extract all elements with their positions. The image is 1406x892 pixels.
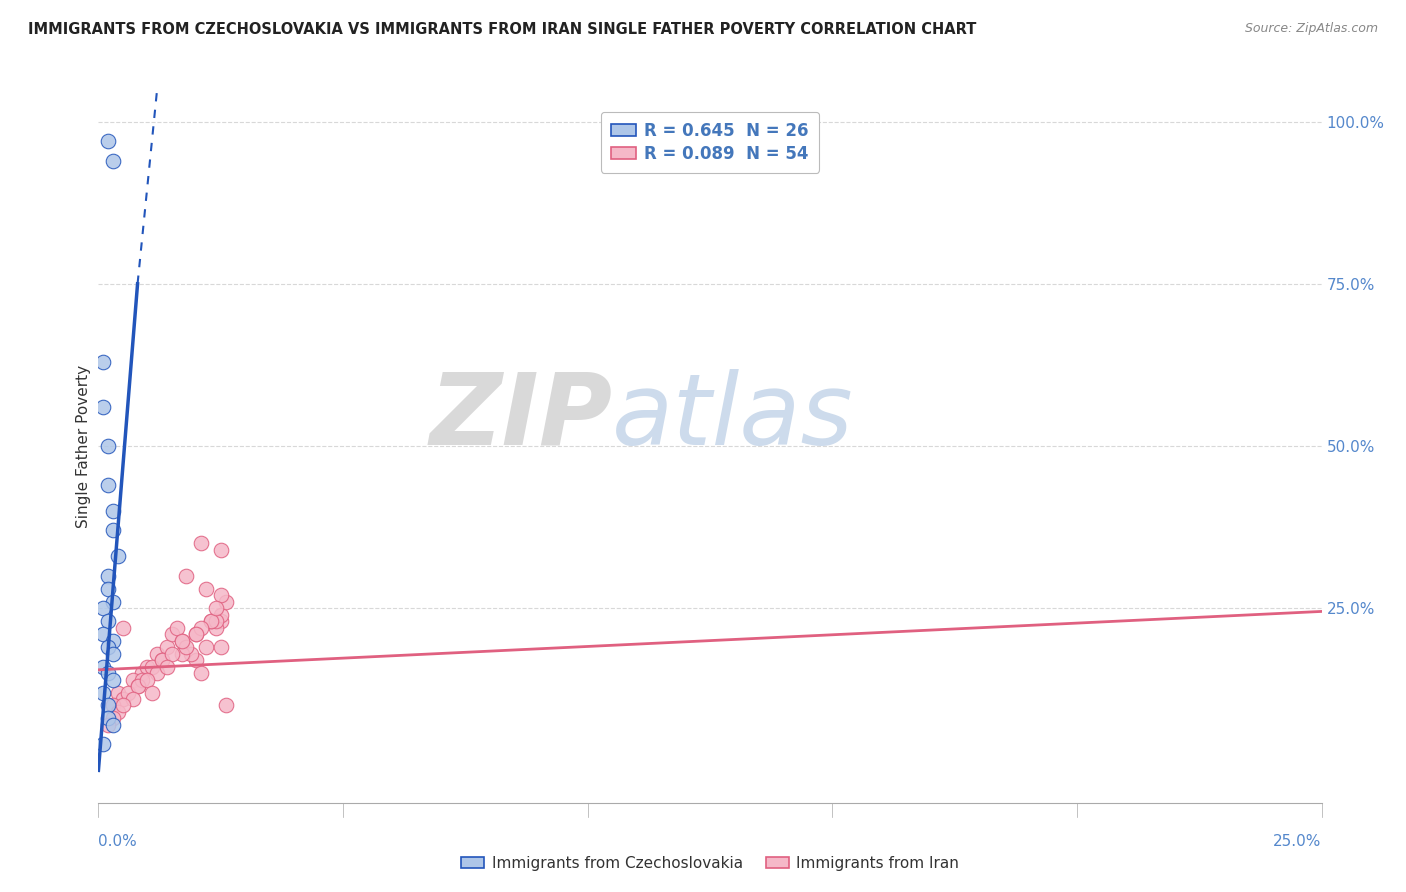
Point bbox=[160, 627, 183, 641]
Point bbox=[91, 354, 114, 368]
Point bbox=[101, 711, 124, 725]
Point bbox=[91, 400, 114, 414]
Point bbox=[111, 692, 134, 706]
Point bbox=[97, 582, 120, 596]
Point bbox=[101, 647, 124, 661]
Point bbox=[214, 595, 236, 609]
Point bbox=[170, 633, 193, 648]
Point bbox=[141, 659, 163, 673]
Point bbox=[107, 705, 129, 719]
Point bbox=[195, 640, 218, 654]
Point bbox=[101, 633, 124, 648]
Point bbox=[97, 640, 120, 654]
Y-axis label: Single Father Poverty: Single Father Poverty bbox=[76, 365, 91, 527]
Point bbox=[97, 698, 120, 713]
Point bbox=[156, 659, 179, 673]
Point bbox=[209, 588, 232, 602]
Point bbox=[101, 673, 124, 687]
Point bbox=[101, 595, 124, 609]
Point bbox=[101, 153, 124, 168]
Point bbox=[170, 647, 193, 661]
Point bbox=[190, 666, 212, 681]
Point bbox=[205, 601, 228, 615]
Point bbox=[200, 614, 222, 628]
Point bbox=[186, 653, 208, 667]
Point bbox=[121, 692, 143, 706]
Point bbox=[101, 524, 124, 538]
Point bbox=[205, 614, 228, 628]
Point bbox=[209, 607, 232, 622]
Point bbox=[101, 504, 124, 518]
Point bbox=[97, 614, 120, 628]
Point bbox=[91, 601, 114, 615]
Point bbox=[97, 711, 120, 725]
Point bbox=[186, 627, 208, 641]
Point bbox=[97, 439, 120, 453]
Point bbox=[111, 621, 134, 635]
Point bbox=[205, 621, 228, 635]
Text: 25.0%: 25.0% bbox=[1274, 834, 1322, 849]
Point bbox=[97, 478, 120, 492]
Point bbox=[97, 718, 120, 732]
Point bbox=[91, 659, 114, 673]
Point bbox=[186, 627, 208, 641]
Point bbox=[176, 640, 198, 654]
Legend: Immigrants from Czechoslovakia, Immigrants from Iran: Immigrants from Czechoslovakia, Immigran… bbox=[456, 850, 965, 877]
Point bbox=[209, 614, 232, 628]
Text: atlas: atlas bbox=[612, 369, 853, 466]
Point bbox=[107, 549, 129, 564]
Point bbox=[121, 673, 143, 687]
Point bbox=[91, 627, 114, 641]
Text: Source: ZipAtlas.com: Source: ZipAtlas.com bbox=[1244, 22, 1378, 36]
Point bbox=[209, 542, 232, 557]
Point bbox=[150, 653, 173, 667]
Point bbox=[97, 568, 120, 582]
Text: IMMIGRANTS FROM CZECHOSLOVAKIA VS IMMIGRANTS FROM IRAN SINGLE FATHER POVERTY COR: IMMIGRANTS FROM CZECHOSLOVAKIA VS IMMIGR… bbox=[28, 22, 977, 37]
Point bbox=[136, 659, 159, 673]
Point bbox=[101, 718, 124, 732]
Point bbox=[214, 698, 236, 713]
Point bbox=[101, 698, 124, 713]
Point bbox=[200, 614, 222, 628]
Point bbox=[195, 582, 218, 596]
Point bbox=[117, 685, 139, 699]
Point bbox=[180, 647, 202, 661]
Point bbox=[97, 666, 120, 681]
Point bbox=[107, 685, 129, 699]
Point bbox=[136, 673, 159, 687]
Point bbox=[190, 621, 212, 635]
Point bbox=[111, 698, 134, 713]
Point bbox=[166, 621, 188, 635]
Point bbox=[170, 633, 193, 648]
Point bbox=[127, 679, 149, 693]
Point bbox=[176, 568, 198, 582]
Point bbox=[146, 666, 169, 681]
Point bbox=[146, 647, 169, 661]
Point bbox=[91, 685, 114, 699]
Point bbox=[160, 647, 183, 661]
Text: ZIP: ZIP bbox=[429, 369, 612, 466]
Point bbox=[141, 685, 163, 699]
Point bbox=[131, 666, 153, 681]
Point bbox=[131, 673, 153, 687]
Point bbox=[190, 536, 212, 550]
Point bbox=[156, 640, 179, 654]
Point bbox=[127, 679, 149, 693]
Point bbox=[97, 134, 120, 148]
Text: 0.0%: 0.0% bbox=[98, 834, 138, 849]
Point bbox=[91, 738, 114, 752]
Point bbox=[150, 653, 173, 667]
Point bbox=[209, 640, 232, 654]
